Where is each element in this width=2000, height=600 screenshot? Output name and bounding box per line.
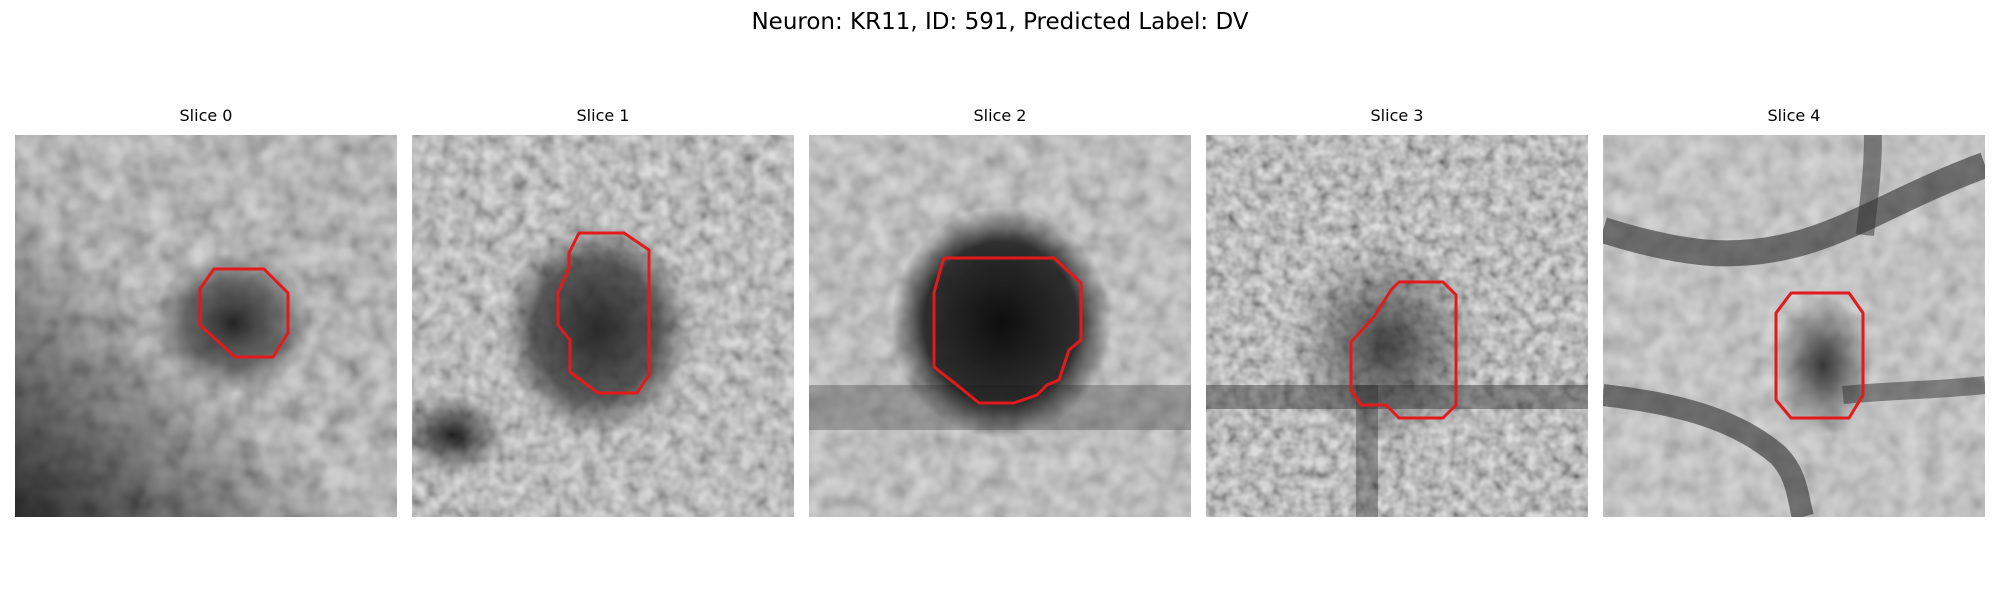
roi-outline bbox=[198, 267, 290, 359]
slice-image bbox=[412, 135, 794, 517]
roi-outline bbox=[1349, 280, 1458, 420]
slice-panel-4: Slice 4 bbox=[1603, 105, 1985, 525]
slice-image bbox=[1603, 135, 1985, 517]
figure-title: Neuron: KR11, ID: 591, Predicted Label: … bbox=[751, 9, 1249, 35]
slice-title: Slice 2 bbox=[973, 106, 1027, 125]
slice-title: Slice 4 bbox=[1767, 106, 1821, 125]
slice-panel-2: Slice 2 bbox=[809, 105, 1191, 525]
roi-outline bbox=[1774, 291, 1865, 420]
roi-outline bbox=[932, 256, 1083, 405]
slice-image bbox=[15, 135, 397, 517]
slice-panel-0: Slice 0 bbox=[15, 105, 397, 525]
slice-title: Slice 3 bbox=[1370, 106, 1424, 125]
slice-panel-3: Slice 3 bbox=[1206, 105, 1588, 525]
slice-image bbox=[1206, 135, 1588, 517]
roi-outline bbox=[556, 231, 651, 395]
slice-title: Slice 1 bbox=[576, 106, 630, 125]
slice-panel-1: Slice 1 bbox=[412, 105, 794, 525]
slice-image bbox=[809, 135, 1191, 517]
slice-title: Slice 0 bbox=[179, 106, 233, 125]
